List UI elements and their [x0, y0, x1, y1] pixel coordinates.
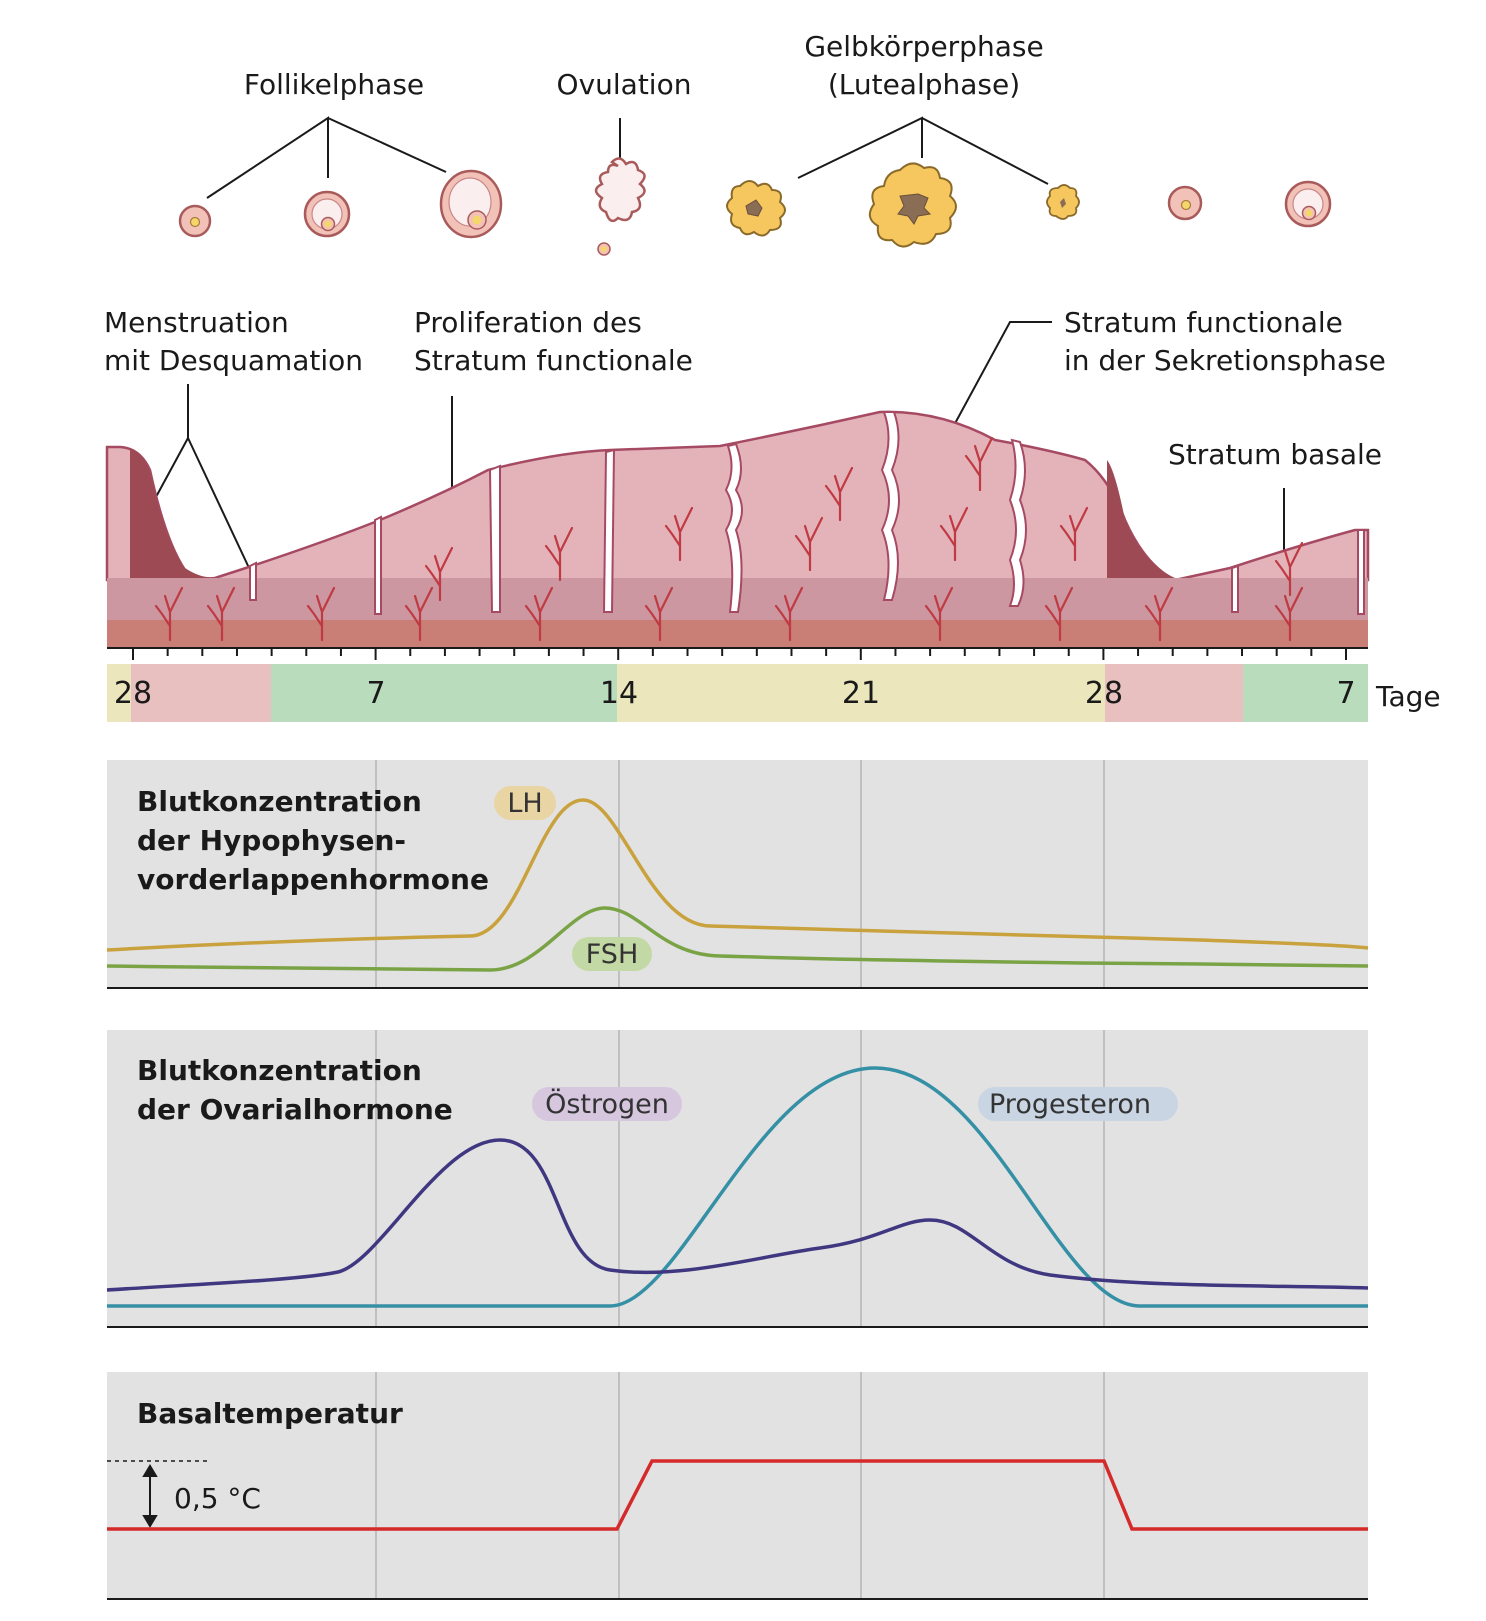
day-label-7: 7: [366, 676, 385, 711]
days-unit-label: Tage: [1375, 680, 1441, 713]
day-label-7b: 7: [1336, 676, 1355, 711]
tertiary-follicle-icon: [439, 169, 503, 239]
pituitary-title-line1: Blutkonzentration: [137, 785, 422, 818]
day-ticks: [132, 648, 1347, 660]
pituitary-title-line3: vorderlappenhormone: [137, 863, 489, 896]
secondary-follicle-icon: [303, 190, 351, 238]
luteal-phase-label-line2: (Lutealphase): [828, 68, 1020, 101]
pituitary-panel: Blutkonzentration der Hypophysen- vorder…: [106, 760, 1369, 989]
progesterone-label: Progesteron: [989, 1089, 1151, 1120]
ovulation-label: Ovulation: [557, 68, 692, 101]
fsh-legend-pill: [572, 937, 652, 971]
day-label-28: 28: [114, 676, 152, 711]
myometrium: [107, 620, 1368, 648]
proliferation-label-line2: Stratum functionale: [414, 344, 693, 377]
delta-arrow-icon: [142, 1464, 158, 1528]
secretion-label-line1: Stratum functionale: [1064, 306, 1343, 339]
ovarian-panel-bg: [107, 1030, 1368, 1327]
stratum-basale-label: Stratum basale: [1168, 438, 1382, 471]
ovarian-title-line2: der Ovarialhormone: [137, 1093, 453, 1126]
progesterone-curve: [107, 1066, 1368, 1308]
temperature-title: Basaltemperatur: [137, 1397, 403, 1430]
menstruation-label-line2: mit Desquamation: [104, 344, 363, 377]
temperature-panel-bg: [107, 1372, 1368, 1599]
corpus-albicans-icon: [1046, 184, 1080, 220]
phase-bar-menstruation: [131, 664, 271, 722]
menstruation-label-line1: Menstruation: [104, 306, 289, 339]
lh-curve: [106, 798, 1369, 952]
ovarian-panel: Blutkonzentration der Ovarialhormone Öst…: [106, 1030, 1369, 1328]
basal-temperature-curve: [107, 1459, 1368, 1531]
phase-bar-menstruation-next: [1105, 664, 1243, 722]
ruptured-follicle-icon: [594, 157, 646, 256]
secretion-label-line2: in der Sekretionsphase: [1064, 344, 1386, 377]
phase-bar-proliferation: [271, 664, 617, 722]
endometrium-section: Menstruation mit Desquamation Proliferat…: [104, 306, 1386, 648]
lh-legend-pill: [494, 786, 556, 820]
phase-bar-proliferation-next: [1243, 664, 1368, 722]
estrogen-curve: [106, 1138, 1369, 1292]
pituitary-panel-bg: [107, 760, 1368, 988]
glands: [249, 411, 1365, 615]
ovary-row: Follikelphase Ovulation Gelbkörperphase …: [178, 30, 1332, 256]
next-primary-follicle-icon: [1167, 185, 1203, 221]
follicular-phase-label: Follikelphase: [244, 68, 424, 101]
phase-bar-secretion: [617, 664, 1105, 722]
day-label-21: 21: [842, 676, 880, 711]
corpus-luteum-mature-icon: [868, 162, 957, 248]
day-label-14: 14: [600, 676, 638, 711]
luteal-phase-label-line1: Gelbkörperphase: [804, 30, 1043, 63]
fsh-curve: [106, 906, 1369, 972]
pituitary-title-line2: der Hypophysen-: [137, 824, 406, 857]
day-axis: 28 7 14 21 28 7 Tage: [107, 647, 1441, 722]
lh-label: LH: [507, 788, 542, 819]
temperature-panel: Basaltemperatur 0,5 °C: [107, 1372, 1368, 1600]
desquamation-region-right: [1107, 460, 1175, 578]
estrogen-legend-pill: [532, 1087, 682, 1121]
day-label-28b: 28: [1085, 676, 1123, 711]
phase-bar-secretion-prev: [107, 664, 131, 722]
next-secondary-follicle-icon: [1284, 180, 1332, 228]
temperature-delta-label: 0,5 °C: [174, 1482, 261, 1515]
proliferation-label-line1: Proliferation des: [414, 306, 642, 339]
primary-follicle-icon: [178, 204, 212, 238]
corpus-luteum-early-icon: [726, 180, 786, 237]
progesterone-legend-pill: [978, 1087, 1178, 1121]
fsh-label: FSH: [586, 939, 639, 970]
desquamation-region-left: [130, 448, 215, 578]
ovarian-title-line1: Blutkonzentration: [137, 1054, 422, 1087]
estrogen-label: Östrogen: [545, 1088, 669, 1120]
